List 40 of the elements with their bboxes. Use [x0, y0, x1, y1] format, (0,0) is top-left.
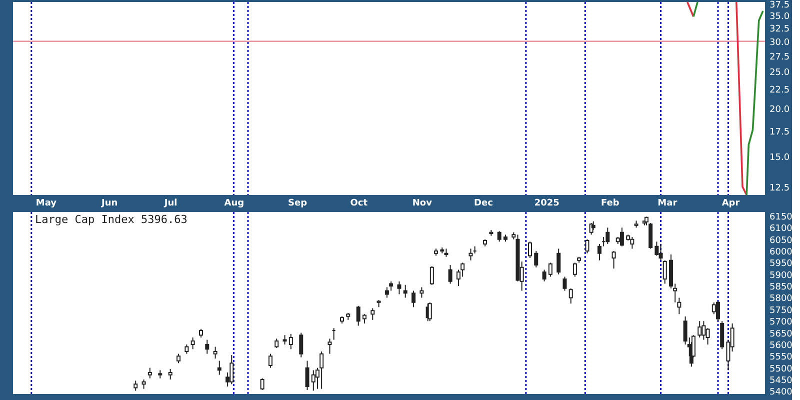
x-tick-label: Feb [601, 198, 620, 208]
y-tick-label: 5700 [770, 318, 793, 328]
y-tick-label: 25.0 [770, 68, 790, 78]
x-tick-label: May [36, 198, 57, 208]
y-tick-label: 22.5 [770, 86, 790, 96]
y-tick-label: 5800 [770, 294, 793, 304]
y-tick-label: 5950 [770, 259, 793, 270]
y-tick-label: 5450 [770, 376, 793, 386]
y-tick-label: 5900 [770, 270, 793, 281]
chart-title: Large Cap Index 5396.63 [35, 213, 188, 226]
y-tick-label: 5550 [770, 352, 793, 363]
y-tick-label: 30.0 [770, 38, 790, 48]
x-tick-label: Aug [224, 198, 244, 208]
y-tick-label: 5400 [770, 388, 793, 398]
y-tick-label: 6050 [770, 236, 793, 246]
y-tick-label: 6000 [770, 248, 793, 258]
x-tick-label: Dec [474, 198, 493, 208]
y-tick-label: 6150 [770, 212, 793, 222]
y-tick-label: 5650 [770, 329, 793, 340]
y-tick-label: 5600 [770, 340, 793, 351]
y-tick-label: 6100 [770, 224, 793, 234]
y-tick-label: 37.5 [770, 0, 790, 11]
y-tick-label: 35.0 [770, 12, 790, 22]
x-tick-label: Nov [412, 198, 432, 208]
x-tick-label: Oct [350, 198, 368, 208]
x-tick-label: Apr [722, 198, 740, 208]
x-tick-label: Mar [658, 198, 678, 208]
y-tick-label: 20.0 [770, 105, 790, 116]
y-tick-label: 12.5 [770, 183, 790, 194]
x-tick-label: 2025 [534, 198, 560, 208]
y-tick-label: 17.5 [770, 127, 790, 138]
y-tick-label: 27.5 [770, 52, 790, 62]
x-tick-label: Jun [100, 198, 118, 208]
y-tick-label: 5500 [770, 364, 793, 374]
x-tick-label: Jul [163, 198, 178, 208]
y-tick-label: 5750 [770, 306, 793, 316]
x-tick-label: Sep [288, 198, 308, 208]
y-tick-label: 5850 [770, 282, 793, 293]
y-tick-label: 15.0 [770, 153, 790, 164]
y-tick-label: 32.5 [770, 24, 790, 34]
